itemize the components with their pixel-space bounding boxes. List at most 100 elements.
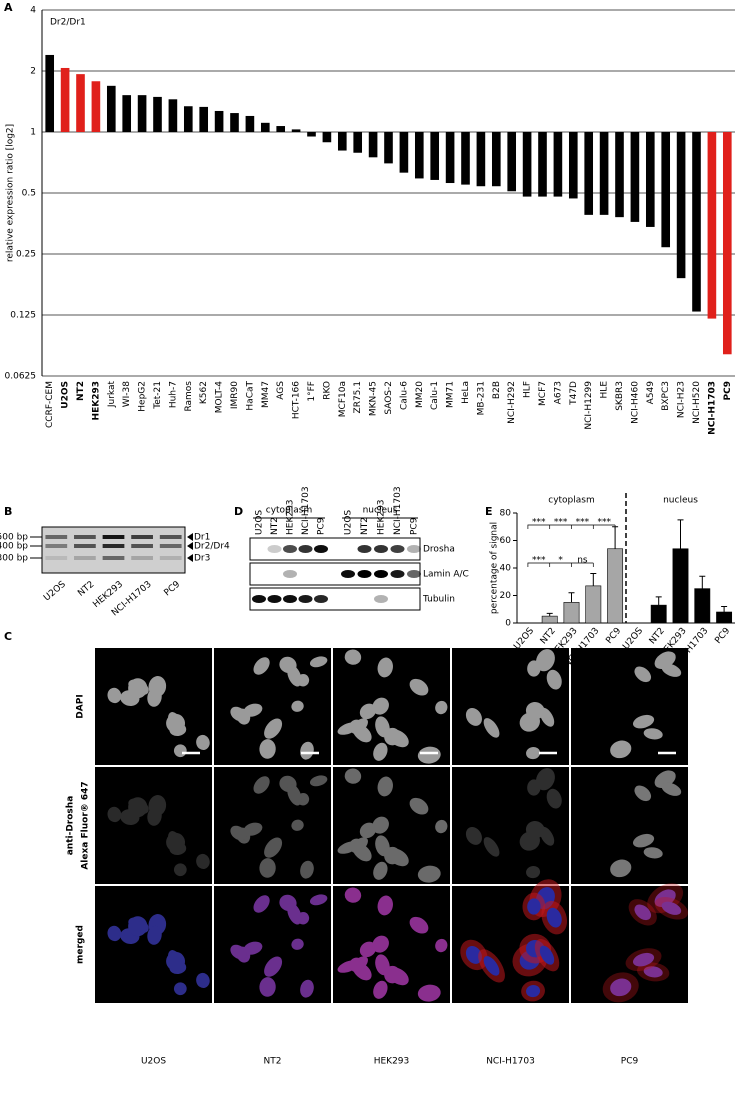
- bar: [414, 132, 424, 179]
- bar: [538, 132, 547, 197]
- x-tick-label: HLE: [600, 381, 610, 399]
- bar: [276, 126, 286, 132]
- nucleus: [344, 649, 362, 665]
- bar: [645, 132, 655, 227]
- gel-band: [102, 556, 125, 560]
- lane-label: U2OS: [42, 579, 68, 603]
- x-tick-label: CCRF-CEM: [45, 381, 55, 428]
- y-tick-label: 0.0625: [5, 372, 37, 382]
- blot-band: [267, 545, 282, 553]
- nucleus: [377, 895, 393, 916]
- gel-band: [45, 544, 68, 548]
- bar: [384, 132, 393, 164]
- band-label: Dr2/Dr4: [194, 542, 230, 552]
- nucleus: [107, 687, 122, 704]
- significance-label: ***: [532, 518, 546, 528]
- marker-label: 400 bp: [0, 542, 28, 552]
- nucleus: [166, 951, 186, 971]
- nucleus: [291, 819, 304, 831]
- bar: [476, 132, 486, 187]
- x-tick-label: U2OS: [512, 626, 536, 652]
- nucleus: [107, 806, 122, 823]
- nucleus: [409, 916, 429, 934]
- bar: [230, 113, 239, 132]
- nucleus: [375, 835, 390, 857]
- panel-letter: D: [234, 505, 243, 518]
- lane-label: U2OS: [344, 510, 354, 535]
- micrograph: [452, 648, 569, 765]
- nucleus: [372, 697, 389, 715]
- nucleus: [259, 858, 276, 878]
- nucleus: [230, 825, 247, 841]
- nucleus: [173, 863, 187, 877]
- x-tick-label: NCI-H1703: [707, 381, 717, 435]
- micrograph: [333, 886, 450, 1003]
- y-axis-label: percentage of signal: [490, 522, 500, 614]
- micrograph: [333, 767, 450, 884]
- nucleus: [632, 714, 655, 729]
- blot-band: [390, 570, 405, 578]
- lane-label: HEK293: [377, 499, 387, 535]
- nucleus: [196, 972, 210, 988]
- nucleus: [546, 669, 562, 690]
- x-tick-label: Huh-7: [168, 381, 178, 408]
- blot-band: [283, 545, 297, 553]
- micrograph: [95, 886, 212, 1003]
- x-tick-label: T47D: [569, 381, 579, 406]
- nucleus: [344, 887, 362, 903]
- nucleus: [253, 895, 270, 913]
- blot-band: [374, 595, 388, 603]
- y-tick-label: 40: [500, 564, 512, 574]
- x-tick-label: B2B: [492, 381, 502, 399]
- band-arrow: [187, 542, 193, 550]
- bar: [650, 604, 667, 624]
- bar: [76, 74, 85, 132]
- x-tick-label: NCI-H520: [692, 381, 702, 424]
- x-tick-label: HLF: [523, 381, 533, 398]
- bar: [541, 615, 558, 624]
- nucleus: [349, 957, 365, 973]
- band-arrow: [187, 533, 193, 541]
- y-tick-label: 80: [500, 509, 512, 519]
- bar: [607, 548, 624, 624]
- nucleus: [632, 833, 655, 848]
- gel-band: [74, 544, 96, 548]
- x-tick-label: HEK293: [91, 381, 101, 420]
- nucleus: [291, 938, 304, 950]
- x-tick-label: K562: [199, 381, 209, 404]
- fraction-label: nucleus: [363, 506, 398, 516]
- nucleus: [417, 865, 441, 883]
- nucleus: [373, 742, 388, 761]
- lane-label: U2OS: [255, 510, 265, 535]
- bar: [692, 132, 701, 312]
- micrograph: [95, 648, 212, 765]
- nucleus: [128, 916, 148, 937]
- bar: [214, 110, 224, 132]
- nucleus: [373, 980, 388, 999]
- nucleus: [147, 806, 162, 826]
- micrograph: [95, 767, 212, 884]
- row-label: anti-Drosha: [66, 796, 76, 856]
- blot-band: [357, 545, 372, 553]
- nucleus: [309, 894, 328, 906]
- nucleus: [435, 938, 448, 953]
- x-tick-label: PC9: [723, 381, 733, 400]
- nucleus: [643, 966, 663, 978]
- x-tick-label: BXPC3: [661, 381, 671, 411]
- nucleus: [417, 746, 441, 764]
- bar: [430, 132, 440, 180]
- blot-band: [390, 545, 405, 553]
- nucleus: [253, 776, 270, 794]
- bar: [694, 588, 711, 624]
- x-tick-label: HaCaT: [245, 381, 255, 411]
- x-tick-label: SKBR3: [615, 381, 625, 411]
- bar: [584, 132, 594, 215]
- gel-band: [102, 544, 125, 548]
- x-tick-label: PC9: [604, 626, 623, 646]
- column-label: U2OS: [141, 1057, 166, 1067]
- nucleus: [526, 746, 541, 760]
- micrograph: [333, 648, 450, 765]
- nucleus: [527, 660, 541, 677]
- x-tick-label: MCF10a: [338, 381, 348, 417]
